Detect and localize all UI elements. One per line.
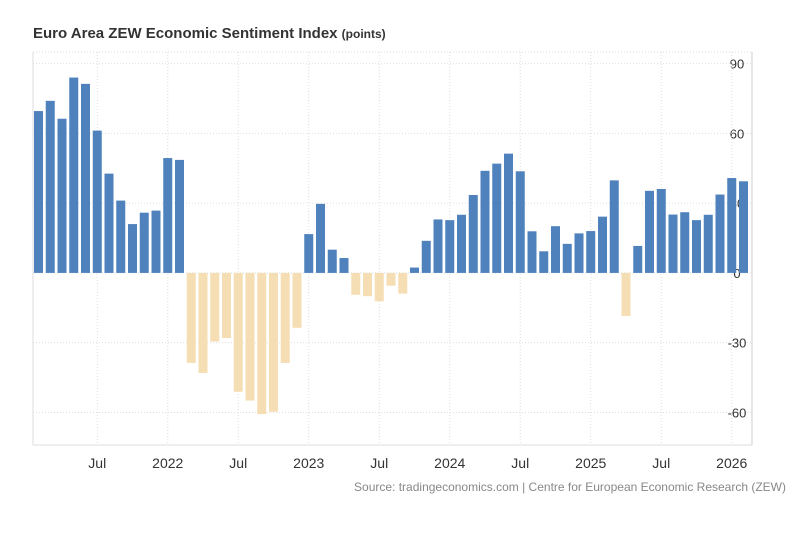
- bar: [609, 180, 619, 273]
- bar: [527, 231, 537, 273]
- bar: [668, 214, 678, 273]
- title-text: Euro Area ZEW Economic Sentiment Index: [33, 25, 338, 42]
- bar: [316, 203, 325, 273]
- bar: [645, 190, 654, 273]
- y-tick-label: -60: [728, 405, 747, 420]
- bar: [562, 243, 572, 273]
- bar: [34, 111, 43, 273]
- bar: [351, 272, 361, 295]
- bar: [374, 272, 384, 302]
- bar: [504, 153, 513, 273]
- bar: [280, 272, 290, 363]
- bar: [116, 200, 126, 273]
- bar: [457, 214, 466, 273]
- bar: [492, 163, 502, 273]
- x-tick-label: 2026: [716, 455, 747, 471]
- bar: [92, 130, 102, 273]
- bar: [339, 258, 349, 273]
- bar: [151, 210, 161, 273]
- bar: [81, 83, 90, 273]
- bar: [104, 173, 114, 273]
- bar: [598, 216, 607, 273]
- source-text: Source: tradingeconomics.com | Centre fo…: [354, 480, 786, 494]
- bar: [163, 158, 173, 273]
- bar: [515, 171, 525, 273]
- x-tick-label: 2024: [434, 455, 465, 471]
- x-tick-label: 2022: [152, 455, 183, 471]
- x-tick-label: Jul: [370, 455, 388, 471]
- bar: [680, 212, 690, 273]
- bar: [621, 272, 631, 316]
- bar: [139, 212, 149, 273]
- bar: [45, 100, 55, 273]
- x-tick-label: Jul: [511, 455, 529, 471]
- bar: [222, 272, 231, 339]
- bar: [421, 240, 431, 273]
- bar: [633, 245, 643, 273]
- bar: [327, 249, 337, 273]
- x-tick-label: Jul: [88, 455, 106, 471]
- bar: [410, 267, 419, 273]
- bar: [57, 118, 67, 273]
- bar: [715, 194, 725, 273]
- bar: [186, 272, 196, 363]
- bar: [245, 272, 255, 401]
- y-tick-label: -30: [728, 336, 747, 351]
- bar: [480, 170, 490, 273]
- bar: [198, 272, 208, 373]
- x-tick-label: Jul: [652, 455, 670, 471]
- bar: [304, 234, 314, 273]
- bar: [656, 188, 666, 273]
- bar: [69, 77, 79, 273]
- bar: [210, 272, 220, 342]
- bar: [703, 214, 713, 273]
- bar: [539, 251, 549, 273]
- y-tick-label: 0: [733, 266, 740, 281]
- bar: [468, 195, 478, 273]
- unit-label: (points): [341, 27, 386, 41]
- bar: [292, 272, 302, 328]
- bar: [574, 233, 584, 273]
- bar: [398, 272, 408, 294]
- chart-title: Euro Area ZEW Economic Sentiment Index (…: [33, 25, 386, 42]
- bar: [386, 272, 396, 286]
- bar: [269, 272, 278, 412]
- bar: [363, 272, 372, 297]
- bar: [433, 219, 443, 273]
- bar: [586, 231, 596, 273]
- y-tick-label: 60: [730, 126, 744, 141]
- y-tick-label: 90: [730, 57, 744, 72]
- bar: [257, 272, 267, 415]
- bar: [727, 178, 737, 273]
- bar: [739, 181, 748, 273]
- bar: [445, 220, 455, 273]
- bar: [128, 224, 137, 273]
- x-tick-label: 2025: [575, 455, 606, 471]
- bar: [551, 226, 560, 273]
- x-tick-label: 2023: [293, 455, 324, 471]
- x-tick-label: Jul: [229, 455, 247, 471]
- bar: [175, 159, 184, 273]
- bar: [692, 220, 701, 273]
- bar: [233, 272, 243, 392]
